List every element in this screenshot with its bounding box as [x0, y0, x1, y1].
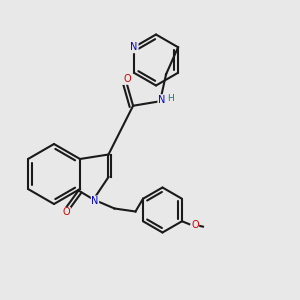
- Text: H: H: [167, 94, 174, 103]
- Text: O: O: [191, 220, 199, 230]
- Text: N: N: [91, 196, 99, 206]
- Text: O: O: [123, 74, 131, 84]
- Text: O: O: [63, 207, 70, 218]
- Text: N: N: [158, 95, 165, 105]
- Text: N: N: [130, 42, 138, 52]
